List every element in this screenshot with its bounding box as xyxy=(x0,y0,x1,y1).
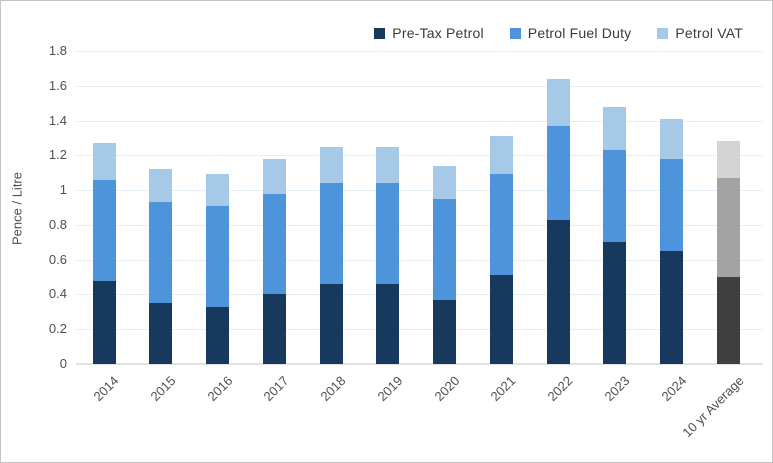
bar-segment-petrol-fuel-duty xyxy=(319,183,343,284)
bar-segment-petrol-fuel-duty xyxy=(376,183,400,284)
bar-segment-petrol-fuel-duty xyxy=(603,150,627,243)
y-axis-tick-label: 1.8 xyxy=(48,43,67,58)
gridline xyxy=(76,224,763,226)
x-axis-category-label: 2019 xyxy=(374,373,406,405)
gridline xyxy=(76,155,763,157)
legend-label: Petrol Fuel Duty xyxy=(527,25,632,41)
bar-segment-pre-tax-petrol xyxy=(376,284,400,364)
bar-segment-petrol-vat xyxy=(546,78,570,126)
bar-segment-petrol-fuel-duty xyxy=(489,174,513,276)
bar-segment-petrol-vat xyxy=(149,169,173,203)
x-axis-category-label: 2016 xyxy=(204,373,236,405)
bar-segment-petrol-fuel-duty xyxy=(660,158,684,251)
x-axis-category-label: 2022 xyxy=(544,373,576,405)
legend-swatch-icon xyxy=(657,27,669,39)
legend-swatch-icon xyxy=(509,27,521,39)
bar-segment-pre-tax-petrol xyxy=(92,280,116,364)
bar-segment-pre-tax-petrol xyxy=(660,250,684,364)
gridline xyxy=(76,329,763,331)
bar-segment-petrol-fuel-duty xyxy=(149,202,173,304)
bar-segment-pre-tax-petrol xyxy=(149,303,173,364)
bar-segment-pre-tax-petrol xyxy=(716,277,740,364)
x-axis-category-label: 2020 xyxy=(431,373,463,405)
legend-item-petrol-vat: Petrol VAT xyxy=(657,25,743,41)
gridline xyxy=(76,294,763,296)
legend-item-petrol-fuel-duty: Petrol Fuel Duty xyxy=(509,25,632,41)
bar-segment-pre-tax-petrol xyxy=(319,284,343,364)
y-axis-tick-label: 0.4 xyxy=(48,286,67,302)
bar-segment-petrol-vat xyxy=(433,165,457,199)
x-axis-category-label: 2014 xyxy=(90,373,122,405)
x-axis-category-label: 2024 xyxy=(658,373,690,405)
bar-segment-pre-tax-petrol xyxy=(489,275,513,364)
bar-segment-petrol-fuel-duty xyxy=(546,125,570,220)
bar-segment-petrol-fuel-duty xyxy=(433,198,457,300)
legend: Pre-Tax Petrol Petrol Fuel Duty Petrol V… xyxy=(374,25,743,41)
legend-label: Petrol VAT xyxy=(675,25,743,41)
bar-segment-petrol-fuel-duty xyxy=(92,179,116,281)
bar-segment-petrol-vat xyxy=(716,141,740,178)
y-axis-tick-label: 0.8 xyxy=(48,216,67,232)
y-axis-tick-label: 0.2 xyxy=(48,321,67,337)
bar-segment-pre-tax-petrol xyxy=(546,219,570,364)
bar-segment-petrol-fuel-duty xyxy=(716,177,740,278)
bar-segment-petrol-vat xyxy=(206,174,230,206)
bar-segment-pre-tax-petrol xyxy=(433,299,457,364)
bar-segment-petrol-vat xyxy=(660,118,684,159)
x-axis-category-label: 2021 xyxy=(487,373,519,405)
legend-label: Pre-Tax Petrol xyxy=(392,25,484,41)
gridline xyxy=(76,85,763,87)
x-axis-category-label: 2023 xyxy=(601,373,633,405)
legend-item-pre-tax-petrol: Pre-Tax Petrol xyxy=(374,25,484,41)
gridline xyxy=(76,51,763,52)
y-axis-tick-label: 1 xyxy=(59,182,67,198)
y-axis-tick-label: 1.4 xyxy=(48,112,67,128)
bar-segment-petrol-vat xyxy=(92,143,116,180)
bar-segment-petrol-fuel-duty xyxy=(206,205,230,307)
bar-segment-pre-tax-petrol xyxy=(206,306,230,364)
y-axis-tick-label: 0 xyxy=(59,356,67,371)
gridline xyxy=(76,190,763,192)
bar-segment-petrol-vat xyxy=(262,158,286,194)
x-axis-category-label: 2017 xyxy=(260,373,292,405)
bar-segment-pre-tax-petrol xyxy=(603,242,627,364)
bar-segment-petrol-vat xyxy=(603,106,627,151)
gridline xyxy=(76,120,763,122)
bar-segment-pre-tax-petrol xyxy=(262,294,286,364)
y-axis-tick-label: 0.6 xyxy=(48,251,67,267)
x-axis-line xyxy=(76,363,763,365)
y-axis-tick-label: 1.2 xyxy=(48,147,67,163)
bar-segment-petrol-vat xyxy=(376,146,400,184)
bar-segment-petrol-vat xyxy=(319,146,343,184)
x-axis-category-label: 2015 xyxy=(147,373,179,405)
legend-swatch-icon xyxy=(374,27,386,39)
x-axis-category-label: 2018 xyxy=(317,373,349,405)
y-axis-tick-label: 1.6 xyxy=(48,77,67,93)
bar-segment-petrol-vat xyxy=(489,136,513,175)
bar-segment-petrol-fuel-duty xyxy=(262,193,286,295)
gridline xyxy=(76,259,763,261)
